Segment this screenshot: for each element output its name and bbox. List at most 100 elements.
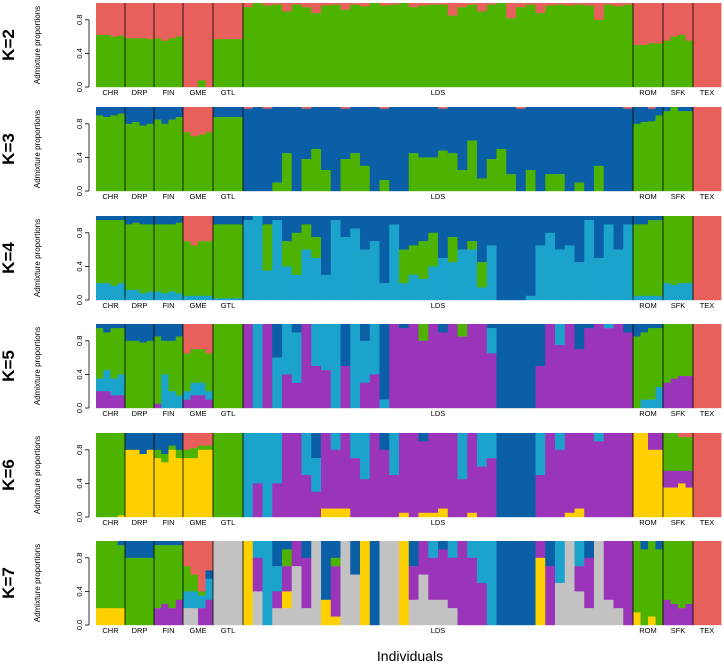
bar-segment-green bbox=[103, 332, 111, 371]
bar-segment-red bbox=[693, 541, 701, 626]
bar-segment-cyan bbox=[330, 324, 341, 409]
bar-segment-green bbox=[161, 545, 169, 605]
bar-segment-green bbox=[291, 4, 302, 88]
bar-segment-yellow bbox=[321, 508, 332, 518]
bar-segment-green bbox=[228, 433, 236, 518]
bar-segment-green bbox=[291, 232, 302, 275]
bar-segment-cyan bbox=[428, 541, 439, 558]
bar-segment-purple bbox=[154, 403, 162, 409]
bar-segment-darkblue bbox=[633, 324, 641, 337]
bar-segment-darkblue bbox=[555, 107, 566, 175]
bar-segment-darkblue bbox=[408, 107, 419, 154]
bar-segment-darkblue bbox=[648, 216, 656, 221]
bar-segment-purple bbox=[418, 441, 429, 513]
bar-segment-purple bbox=[535, 475, 546, 518]
bar-segment-red bbox=[707, 107, 715, 192]
population-label: CHR bbox=[102, 301, 119, 310]
bar-segment-cyan bbox=[132, 289, 140, 301]
bar-segment-purple bbox=[447, 433, 458, 518]
bar-segment-green bbox=[110, 433, 119, 518]
bar-segment-red bbox=[648, 3, 656, 44]
bar-segment-green bbox=[117, 545, 126, 609]
bar-segment-gray bbox=[213, 541, 221, 626]
bar-segment-green bbox=[183, 241, 191, 296]
bar-segment-gray bbox=[574, 591, 585, 626]
bar-segment-cyan bbox=[190, 591, 199, 609]
bar-segment-darkblue bbox=[506, 324, 517, 409]
bar-segment-darkblue bbox=[146, 324, 155, 341]
bar-segment-green bbox=[670, 107, 679, 192]
population-label: GME bbox=[189, 88, 206, 97]
bar-segment-darkblue bbox=[125, 541, 133, 558]
bar-segment-gray bbox=[428, 599, 439, 626]
bar-segment-green bbox=[96, 220, 104, 284]
bar-segment-purple bbox=[198, 608, 206, 626]
bar-segment-darkblue bbox=[399, 107, 410, 192]
bar-segment-green bbox=[125, 557, 133, 626]
bar-segment-green bbox=[213, 324, 221, 409]
bar-segment-red bbox=[132, 3, 140, 39]
bar-segment-red bbox=[700, 107, 708, 192]
bar-segment-cyan bbox=[291, 332, 302, 383]
bar-segment-darkblue bbox=[96, 324, 104, 329]
bar-segment-yellow bbox=[428, 512, 439, 518]
bar-segment-green bbox=[640, 332, 649, 400]
bar-segment-green bbox=[103, 433, 111, 518]
bar-segment-purple bbox=[418, 541, 429, 575]
bar-segment-darkblue bbox=[564, 107, 575, 192]
bar-segment-gray bbox=[301, 608, 312, 626]
bar-segment-darkblue bbox=[496, 216, 507, 301]
bar-segment-green bbox=[146, 340, 155, 409]
bar-segment-cyan bbox=[663, 283, 671, 301]
bar-segment-cyan bbox=[168, 391, 177, 409]
bar-segment-darkblue bbox=[360, 216, 371, 250]
bar-segment-darkblue bbox=[340, 108, 351, 160]
bar-segment-purple bbox=[399, 328, 410, 409]
bar-segment-gray bbox=[228, 541, 236, 626]
bar-segment-green bbox=[584, 5, 595, 88]
bar-segment-yellow bbox=[146, 449, 155, 518]
bar-segment-red bbox=[623, 3, 634, 5]
bar-segment-cyan bbox=[685, 283, 694, 301]
bar-segment-darkblue bbox=[525, 216, 536, 296]
population-label: GTL bbox=[221, 626, 236, 635]
bar-segment-darkblue bbox=[154, 541, 162, 546]
bar-segment-cyan bbox=[603, 324, 614, 329]
bar-segment-darkblue bbox=[408, 216, 419, 246]
bar-segment-red bbox=[235, 3, 244, 40]
bar-segment-green bbox=[132, 222, 140, 291]
bar-segment-purple bbox=[389, 475, 400, 518]
bar-segment-green bbox=[154, 224, 162, 292]
bar-segment-green bbox=[633, 336, 641, 409]
bar-segment-green bbox=[235, 39, 244, 88]
bar-segment-purple bbox=[399, 433, 410, 513]
bar-segment-darkblue bbox=[623, 216, 634, 225]
bar-segment-darkblue bbox=[168, 433, 177, 446]
bar-segment-purple bbox=[457, 479, 468, 518]
population-label: ROM bbox=[639, 409, 657, 418]
bar-segment-cyan bbox=[486, 328, 497, 354]
bar-segment-darkblue bbox=[438, 216, 449, 259]
bar-segment-yellow bbox=[282, 591, 293, 609]
bar-segment-yellow bbox=[663, 487, 671, 518]
bar-segment-purple bbox=[360, 382, 371, 409]
y-tick-label: 0.4 bbox=[75, 261, 84, 271]
panel-k4: K=4 Admixture proportions 0.0 0.4 0.8 CHR DRP F… bbox=[0, 216, 722, 310]
bar-segment-cyan bbox=[252, 324, 263, 409]
bar-segment-green bbox=[603, 4, 614, 88]
bar-segment-green bbox=[96, 34, 104, 88]
bar-segment-darkblue bbox=[146, 107, 155, 124]
bar-segment-red bbox=[648, 107, 656, 109]
bar-segment-darkblue bbox=[168, 107, 177, 120]
bar-segment-green bbox=[213, 39, 221, 88]
bar-segment-yellow bbox=[648, 449, 656, 518]
bar-segment-purple bbox=[678, 470, 686, 484]
population-label: TEX bbox=[700, 192, 715, 201]
bar-segment-cyan bbox=[190, 295, 199, 301]
bar-segment-darkblue bbox=[535, 216, 546, 246]
y-tick-label: 0.8 bbox=[75, 15, 84, 25]
bar-segment-green bbox=[525, 4, 536, 88]
bar-segment-green bbox=[663, 111, 671, 192]
bar-segment-cyan bbox=[96, 283, 104, 301]
bar-segment-yellow bbox=[103, 608, 111, 626]
